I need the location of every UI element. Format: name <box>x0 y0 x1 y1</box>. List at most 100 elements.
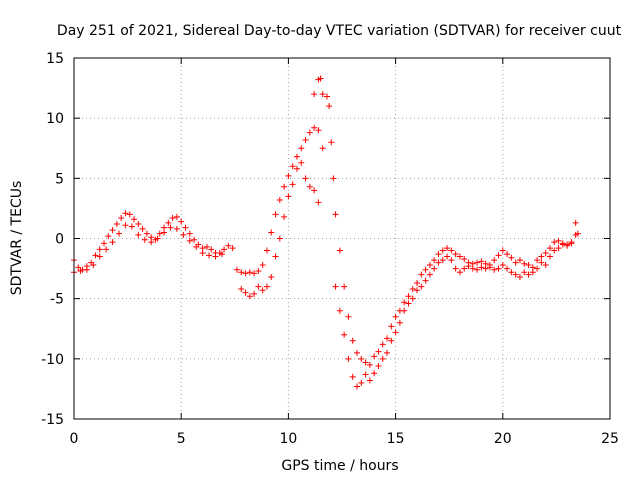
data-point <box>259 261 266 268</box>
data-point <box>384 349 391 356</box>
x-tick-label: 5 <box>177 431 186 447</box>
grid <box>74 58 610 419</box>
x-tick-label: 0 <box>70 431 79 447</box>
data-point <box>92 252 99 259</box>
data-point <box>439 257 446 264</box>
data-point <box>379 341 386 348</box>
data-point <box>225 242 232 249</box>
data-point <box>439 247 446 254</box>
data-point <box>521 269 528 276</box>
data-point <box>272 211 279 218</box>
data-point <box>534 265 541 272</box>
data-point <box>362 371 369 378</box>
data-point <box>546 245 553 252</box>
data-point <box>206 252 213 259</box>
data-point <box>302 175 309 182</box>
y-tick-label: 15 <box>46 51 64 67</box>
data-point <box>572 219 579 226</box>
data-point <box>332 211 339 218</box>
data-point <box>525 271 532 278</box>
data-point <box>272 253 279 260</box>
data-point <box>122 222 129 229</box>
data-point <box>366 361 373 368</box>
data-point <box>233 266 240 273</box>
data-point <box>452 265 459 272</box>
data-point <box>512 271 519 278</box>
data-point <box>409 286 416 293</box>
data-point <box>444 253 451 260</box>
y-axis-label: SDTVAR / TECUs <box>9 181 25 296</box>
data-point <box>538 259 545 266</box>
data-point <box>90 261 97 268</box>
x-tick-label: 20 <box>494 431 512 447</box>
axis-ticks: 0 5 10 15 20 25 -15 -10 -5 0 5 10 15 <box>41 51 619 447</box>
data-point <box>358 379 365 386</box>
data-point <box>109 239 116 246</box>
data-point <box>238 269 245 276</box>
data-point <box>474 259 481 266</box>
data-point <box>293 153 300 160</box>
plot-frame <box>73 57 611 420</box>
chart-title: Day 251 of 2021, Sidereal Day-to-day VTE… <box>57 23 622 39</box>
y-tick-label: -10 <box>41 352 64 368</box>
data-series-sdtvar <box>71 75 581 390</box>
data-point <box>516 257 523 264</box>
data-point <box>161 229 168 236</box>
data-point <box>246 269 253 276</box>
data-point <box>116 230 123 237</box>
data-point <box>371 353 378 360</box>
data-point <box>268 274 275 281</box>
data-point <box>534 257 541 264</box>
data-point <box>326 103 333 110</box>
data-point <box>208 246 215 253</box>
data-point <box>276 196 283 203</box>
data-point <box>521 260 528 267</box>
data-point <box>315 127 322 134</box>
data-point <box>122 210 129 217</box>
data-point <box>495 265 502 272</box>
data-point <box>508 254 515 261</box>
data-point <box>109 227 116 234</box>
data-point <box>564 242 571 249</box>
data-point <box>131 216 138 223</box>
data-point <box>156 230 163 237</box>
data-point <box>486 264 493 271</box>
data-point <box>418 271 425 278</box>
data-point <box>559 241 566 248</box>
data-point <box>341 283 348 290</box>
data-point <box>555 245 562 252</box>
data-point <box>341 331 348 338</box>
data-point <box>409 295 416 302</box>
data-point <box>499 247 506 254</box>
data-point <box>276 235 283 242</box>
x-tick-label: 25 <box>601 431 619 447</box>
data-point <box>508 269 515 276</box>
data-point <box>242 270 249 277</box>
data-point <box>499 261 506 268</box>
data-point <box>323 93 330 100</box>
data-point <box>317 75 324 82</box>
data-point <box>568 240 575 247</box>
data-point <box>551 239 558 246</box>
data-point <box>461 265 468 272</box>
data-point <box>422 277 429 284</box>
data-point <box>362 359 369 366</box>
data-point <box>113 221 120 228</box>
data-point <box>311 187 318 194</box>
data-point <box>392 313 399 320</box>
data-point <box>281 183 288 190</box>
data-point <box>255 283 262 290</box>
data-point <box>542 249 549 256</box>
data-point <box>388 337 395 344</box>
data-point <box>482 265 489 272</box>
y-tick-label: -15 <box>41 412 64 428</box>
data-point <box>199 249 206 256</box>
data-point <box>478 258 485 265</box>
data-point <box>444 245 451 252</box>
data-point <box>414 287 421 294</box>
data-point <box>178 218 185 225</box>
data-point <box>293 165 300 172</box>
data-point <box>551 247 558 254</box>
data-point <box>139 225 146 232</box>
